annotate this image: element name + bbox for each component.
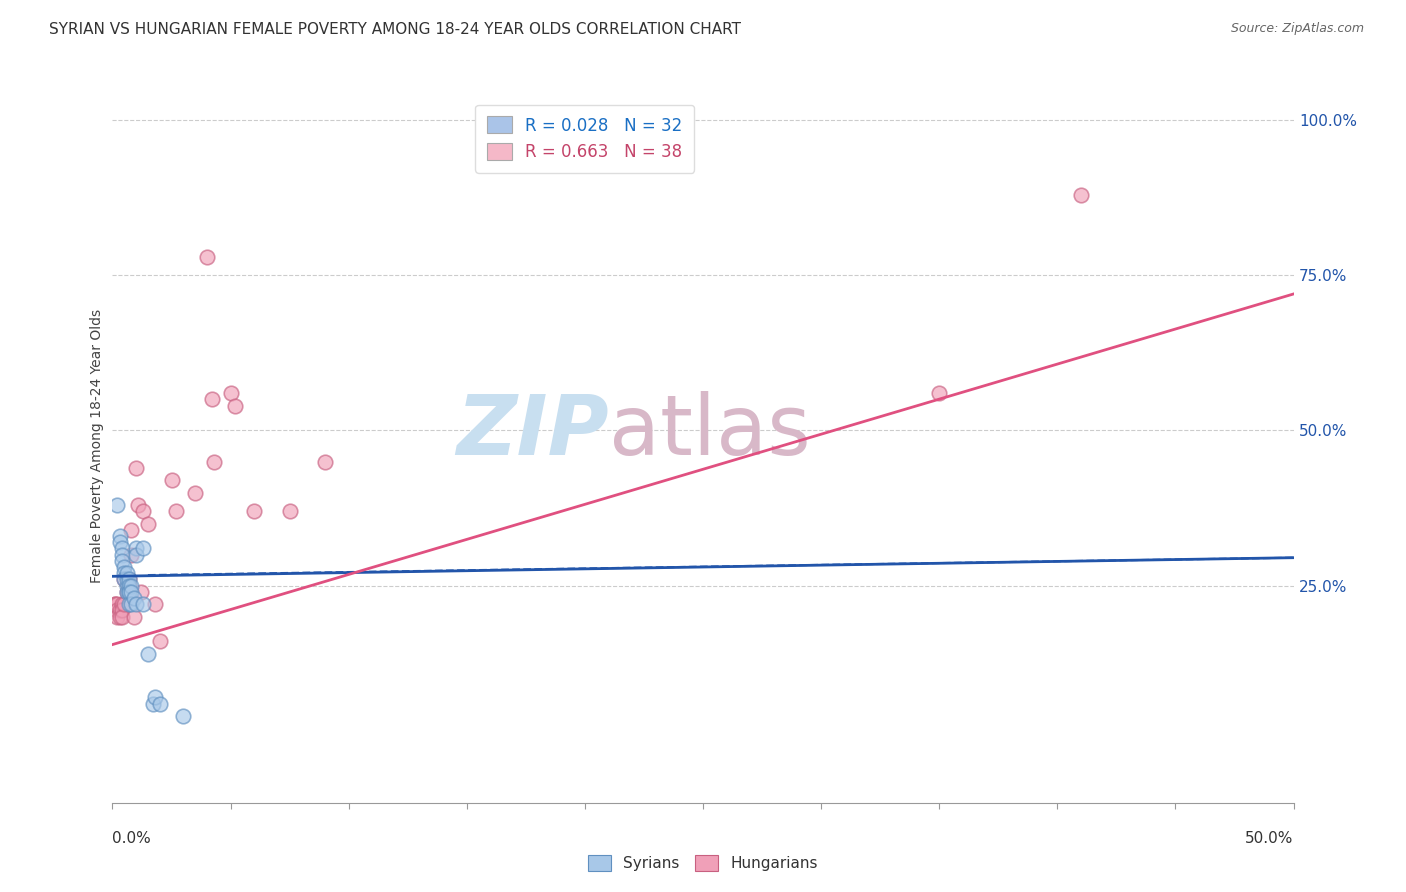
Point	[278, 504, 301, 518]
Point	[111, 609, 134, 624]
Point	[201, 392, 224, 407]
Point	[111, 597, 134, 611]
Point	[120, 579, 142, 593]
Point	[172, 709, 194, 723]
Point	[118, 573, 141, 587]
Point	[105, 498, 128, 512]
Point	[132, 541, 155, 556]
Point	[118, 579, 141, 593]
Text: SYRIAN VS HUNGARIAN FEMALE POVERTY AMONG 18-24 YEAR OLDS CORRELATION CHART: SYRIAN VS HUNGARIAN FEMALE POVERTY AMONG…	[49, 22, 741, 37]
Point	[129, 584, 152, 599]
Point	[115, 584, 138, 599]
Point	[125, 541, 148, 556]
Point	[149, 697, 172, 711]
Point	[120, 548, 142, 562]
Point	[125, 548, 148, 562]
Point	[1070, 187, 1092, 202]
Point	[115, 566, 138, 581]
Point	[143, 597, 166, 611]
Point	[132, 597, 155, 611]
Point	[105, 597, 128, 611]
Point	[122, 609, 145, 624]
Point	[160, 473, 183, 487]
Point	[118, 573, 141, 587]
Point	[136, 516, 159, 531]
Point	[108, 609, 131, 624]
Point	[112, 573, 135, 587]
Point	[202, 454, 225, 468]
Point	[115, 584, 138, 599]
Legend: Syrians, Hungarians: Syrians, Hungarians	[582, 849, 824, 877]
Point	[115, 579, 138, 593]
Point	[112, 597, 135, 611]
Text: 0.0%: 0.0%	[112, 831, 152, 846]
Point	[111, 548, 134, 562]
Point	[127, 498, 149, 512]
Point	[104, 597, 127, 611]
Point	[122, 591, 145, 605]
Y-axis label: Female Poverty Among 18-24 Year Olds: Female Poverty Among 18-24 Year Olds	[90, 309, 104, 583]
Point	[112, 566, 135, 581]
Point	[108, 603, 131, 617]
Point	[165, 504, 187, 518]
Point	[149, 634, 172, 648]
Point	[108, 535, 131, 549]
Point	[104, 597, 127, 611]
Point	[243, 504, 266, 518]
Point	[118, 579, 141, 593]
Text: 50.0%: 50.0%	[1246, 831, 1294, 846]
Point	[132, 504, 155, 518]
Text: atlas: atlas	[609, 392, 810, 472]
Point	[115, 573, 138, 587]
Point	[125, 460, 148, 475]
Point	[105, 603, 128, 617]
Point	[136, 647, 159, 661]
Point	[184, 485, 207, 500]
Point	[105, 609, 128, 624]
Point	[108, 529, 131, 543]
Point	[118, 584, 141, 599]
Point	[142, 697, 165, 711]
Point	[112, 560, 135, 574]
Point	[118, 584, 141, 599]
Point	[120, 584, 142, 599]
Point	[195, 250, 218, 264]
Point	[118, 597, 141, 611]
Point	[928, 386, 950, 401]
Point	[112, 573, 135, 587]
Point	[111, 603, 134, 617]
Point	[224, 399, 246, 413]
Point	[111, 541, 134, 556]
Point	[143, 690, 166, 705]
Point	[120, 523, 142, 537]
Point	[219, 386, 242, 401]
Point	[314, 454, 336, 468]
Text: ZIP: ZIP	[456, 392, 609, 472]
Text: Source: ZipAtlas.com: Source: ZipAtlas.com	[1230, 22, 1364, 36]
Point	[111, 554, 134, 568]
Point	[125, 597, 148, 611]
Point	[120, 597, 142, 611]
